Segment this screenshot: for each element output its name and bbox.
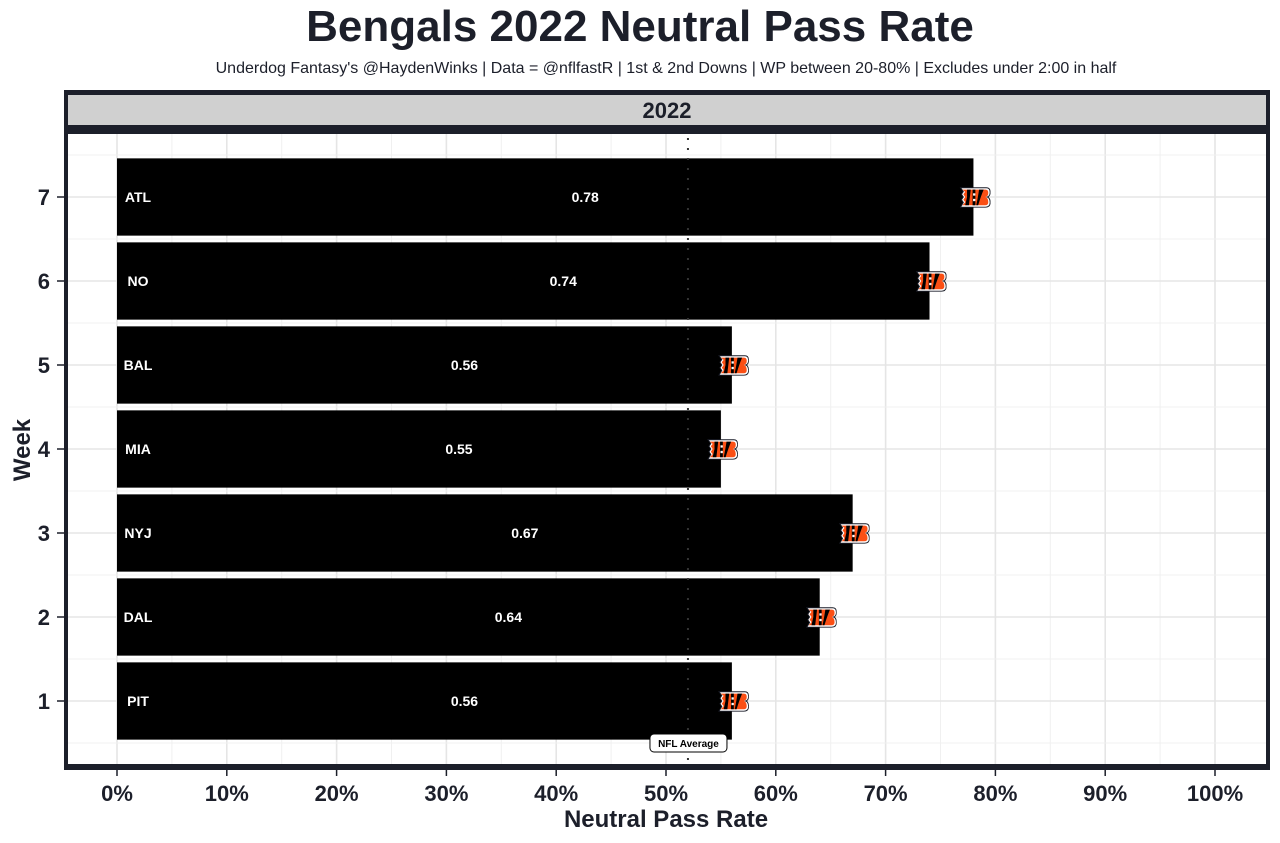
y-tick-label: 3 bbox=[38, 521, 50, 546]
bar-week-7 bbox=[117, 158, 974, 236]
bar-labels: PIT 0.56 DAL 0.64 NYJ 0.67 MIA 0.55 BAL 0.56 NO 0.7… bbox=[124, 189, 599, 709]
x-tick-label: 40% bbox=[534, 781, 578, 806]
opponent-label-week-6: NO bbox=[128, 273, 149, 289]
value-label-week-4: 0.55 bbox=[445, 441, 472, 457]
y-axis-title: Week bbox=[9, 418, 36, 481]
nfl-average-label-box bbox=[649, 733, 728, 753]
nfl-average-annotation: NFL Average bbox=[649, 733, 728, 753]
y-tick-label: 2 bbox=[38, 605, 50, 630]
chart-subtitle: Underdog Fantasy's @HaydenWinks | Data =… bbox=[215, 60, 1117, 77]
x-tick-label: 90% bbox=[1083, 781, 1127, 806]
bengals-logo-icon bbox=[960, 187, 991, 208]
bengals-logo-icon bbox=[718, 691, 749, 712]
bar-week-3 bbox=[117, 494, 853, 572]
y-tick-label: 1 bbox=[38, 689, 50, 714]
opponent-label-week-5: BAL bbox=[124, 357, 153, 373]
y-tick-label: 6 bbox=[38, 269, 50, 294]
y-axis: 1 2 3 4 5 6 7 bbox=[38, 185, 64, 714]
bar-week-1 bbox=[117, 662, 732, 740]
facet-strip bbox=[68, 95, 1266, 125]
y-tick-label: 5 bbox=[38, 353, 50, 378]
chart-title: Bengals 2022 Neutral Pass Rate bbox=[306, 2, 974, 51]
x-tick-label: 30% bbox=[424, 781, 468, 806]
bengals-logo-icon bbox=[718, 355, 749, 376]
value-label-week-1: 0.56 bbox=[451, 693, 478, 709]
value-label-week-3: 0.67 bbox=[511, 525, 538, 541]
x-tick-label: 0% bbox=[101, 781, 133, 806]
y-tick-label: 4 bbox=[38, 437, 51, 462]
value-label-week-7: 0.78 bbox=[572, 189, 599, 205]
bar-week-6 bbox=[117, 242, 930, 320]
bengals-logo-icon bbox=[707, 439, 738, 460]
bar-week-2 bbox=[117, 578, 820, 656]
x-tick-label: 50% bbox=[644, 781, 688, 806]
bengals-logo-icon bbox=[806, 607, 837, 628]
x-tick-label: 100% bbox=[1187, 781, 1243, 806]
nfl-average-label: NFL Average bbox=[658, 739, 719, 750]
facet-strip-label: 2022 bbox=[643, 98, 692, 123]
x-axis-title: Neutral Pass Rate bbox=[564, 806, 768, 833]
bars bbox=[117, 158, 974, 740]
value-label-week-2: 0.64 bbox=[495, 609, 522, 625]
bengals-logo-icon bbox=[916, 271, 947, 292]
x-tick-label: 80% bbox=[973, 781, 1017, 806]
value-label-week-5: 0.56 bbox=[451, 357, 478, 373]
bengals-logo-icon bbox=[839, 523, 870, 544]
x-tick-label: 60% bbox=[754, 781, 798, 806]
opponent-label-week-1: PIT bbox=[127, 693, 149, 709]
bar-week-4 bbox=[117, 410, 721, 488]
opponent-label-week-2: DAL bbox=[124, 609, 153, 625]
y-tick-label: 7 bbox=[38, 185, 50, 210]
x-tick-label: 20% bbox=[315, 781, 359, 806]
x-tick-label: 10% bbox=[205, 781, 249, 806]
bar-week-5 bbox=[117, 326, 732, 404]
x-tick-label: 70% bbox=[864, 781, 908, 806]
x-axis: 0% 10% 20% 30% 40% 50% 60% 70% 80% 90% 100% bbox=[101, 770, 1243, 806]
value-label-week-6: 0.74 bbox=[550, 273, 577, 289]
opponent-label-week-3: NYJ bbox=[124, 525, 151, 541]
opponent-label-week-7: ATL bbox=[125, 189, 152, 205]
opponent-label-week-4: MIA bbox=[125, 441, 151, 457]
